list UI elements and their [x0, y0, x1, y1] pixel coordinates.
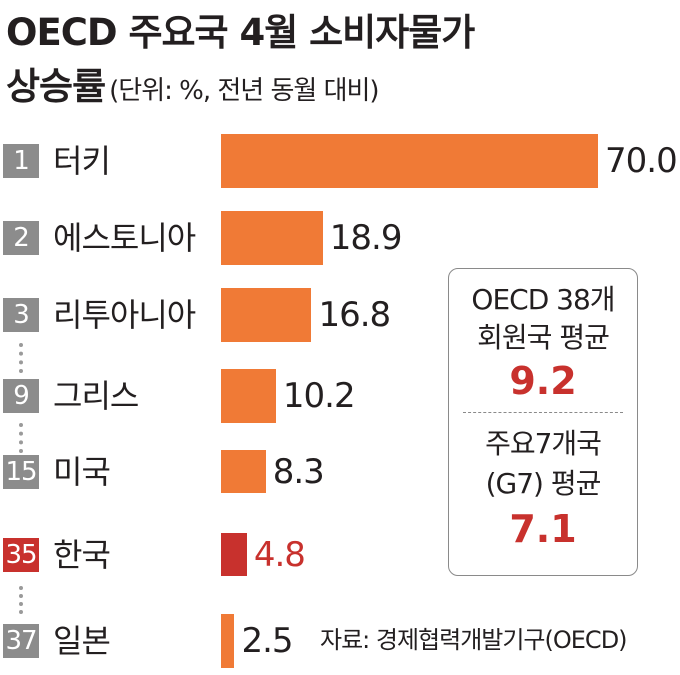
bar [221, 134, 598, 188]
rank-gap-dots [19, 586, 27, 614]
chart-title: OECD 주요국 4월 소비자물가 [6, 11, 475, 54]
g7-average-label: 주요7개국 [485, 427, 602, 460]
country-label: 미국 [53, 452, 111, 491]
rank-badge: 15 [3, 454, 39, 489]
bar [221, 450, 266, 493]
rank-badge: 37 [3, 624, 39, 658]
country-label: 한국 [53, 535, 111, 574]
rank-badge: 1 [3, 144, 39, 178]
averages-box: OECD 38개 회원국 평균 9.2 주요7개국 (G7) 평균 7.1 [448, 268, 638, 576]
value-label: 8.3 [272, 451, 325, 492]
value-label: 4.8 [253, 534, 306, 575]
value-label: 10.2 [282, 376, 356, 416]
rank-badge: 9 [3, 379, 39, 413]
oecd-average-label-line2: 회원국 평균 [477, 321, 610, 354]
chart-title-suffix: 상승률 [6, 65, 106, 108]
bar [221, 533, 247, 576]
value-label: 70.0 [605, 141, 678, 181]
chart-subtitle: (단위: %, 전년 동월 대비) [109, 76, 379, 106]
rank-gap-dots [19, 343, 27, 373]
oecd-average-value: 9.2 [509, 359, 577, 403]
country-label: 에스토니아 [53, 219, 196, 257]
bar [221, 369, 276, 423]
country-label: 일본 [53, 622, 111, 660]
oecd-average-label: OECD 38개 [471, 283, 615, 316]
rank-badge: 2 [3, 221, 39, 255]
value-label: 2.5 [241, 621, 293, 661]
country-label: 터키 [53, 142, 111, 180]
country-label: 리투아니아 [53, 296, 196, 334]
chart-title-line2: 상승률 (단위: %, 전년 동월 대비) [6, 56, 380, 110]
country-label: 그리스 [53, 377, 139, 415]
g7-average-label-line2: (G7) 평균 [485, 467, 602, 500]
rank-badge: 3 [3, 298, 39, 332]
rank-gap-dots [19, 423, 27, 453]
averages-divider [463, 412, 623, 413]
value-label: 18.9 [329, 218, 403, 258]
g7-average-value: 7.1 [509, 507, 577, 551]
rank-badge: 35 [3, 537, 39, 572]
bar [221, 211, 323, 265]
value-label: 16.8 [318, 295, 391, 335]
source-note: 자료: 경제협력개발기구(OECD) [320, 626, 628, 654]
bar [221, 614, 235, 668]
bar [221, 288, 312, 342]
